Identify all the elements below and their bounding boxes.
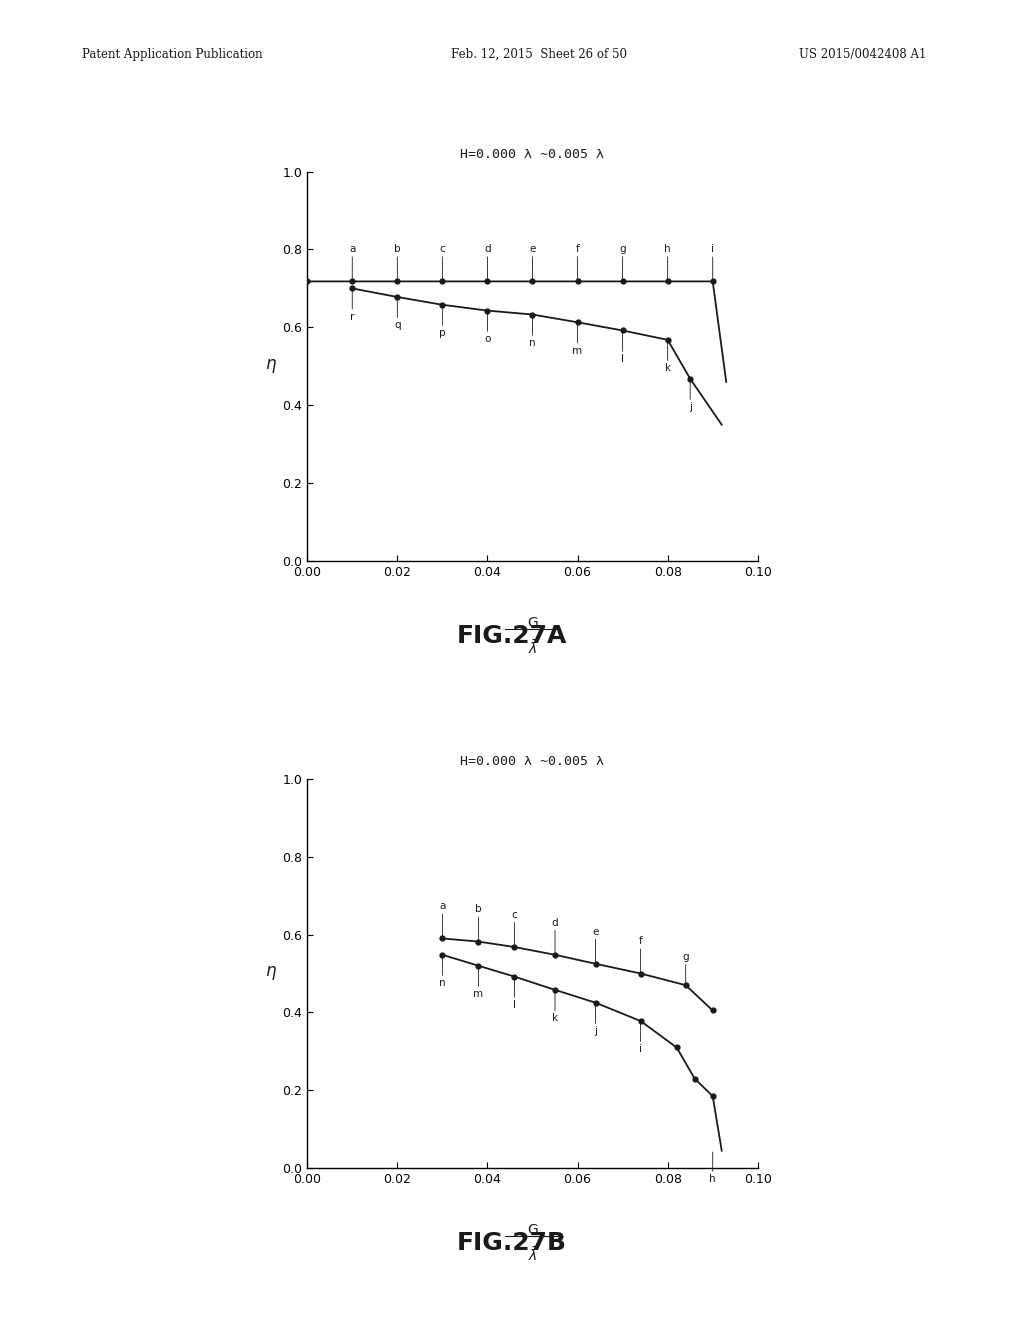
Text: l: l: [513, 978, 516, 1010]
Text: l: l: [622, 331, 624, 364]
Y-axis label: $\eta$: $\eta$: [265, 965, 278, 982]
Text: G: G: [527, 615, 538, 630]
Text: g: g: [620, 244, 626, 280]
Text: j: j: [689, 380, 691, 412]
Text: b: b: [394, 244, 400, 280]
Text: n: n: [529, 315, 536, 348]
Text: k: k: [665, 341, 671, 374]
Text: a: a: [439, 902, 445, 937]
Text: $\bar{\lambda}$: $\bar{\lambda}$: [527, 1246, 538, 1265]
Text: m: m: [473, 968, 483, 999]
Text: FIG.27B: FIG.27B: [457, 1232, 567, 1255]
Text: G: G: [527, 1222, 538, 1237]
Text: n: n: [439, 956, 445, 989]
Text: m: m: [572, 323, 583, 355]
Text: Feb. 12, 2015  Sheet 26 of 50: Feb. 12, 2015 Sheet 26 of 50: [451, 48, 627, 61]
Y-axis label: $\eta$: $\eta$: [265, 358, 278, 375]
Text: d: d: [484, 244, 490, 280]
Text: p: p: [439, 306, 445, 338]
Text: Patent Application Publication: Patent Application Publication: [82, 48, 262, 61]
Text: i: i: [712, 244, 714, 280]
Text: k: k: [552, 991, 558, 1023]
Text: j: j: [594, 1005, 597, 1036]
Text: r: r: [350, 290, 354, 322]
Text: c: c: [439, 244, 445, 280]
Text: a: a: [349, 244, 355, 280]
Text: US 2015/0042408 A1: US 2015/0042408 A1: [799, 48, 926, 61]
Title: H=0.000 λ ~0.005 λ: H=0.000 λ ~0.005 λ: [461, 148, 604, 161]
Text: $\bar{\lambda}$: $\bar{\lambda}$: [527, 639, 538, 657]
Text: g: g: [682, 952, 689, 983]
Title: H=0.000 λ ~0.005 λ: H=0.000 λ ~0.005 λ: [461, 755, 604, 768]
Text: i: i: [639, 1023, 642, 1055]
Text: e: e: [529, 244, 536, 280]
Text: FIG.27A: FIG.27A: [457, 624, 567, 648]
Text: h: h: [710, 1152, 716, 1184]
Text: f: f: [575, 244, 580, 280]
Text: f: f: [639, 936, 642, 972]
Text: o: o: [484, 312, 490, 345]
Text: h: h: [665, 244, 671, 280]
Text: c: c: [512, 909, 517, 945]
Text: e: e: [592, 927, 599, 962]
Text: q: q: [394, 298, 400, 330]
Text: b: b: [475, 904, 481, 940]
Text: d: d: [552, 917, 558, 953]
